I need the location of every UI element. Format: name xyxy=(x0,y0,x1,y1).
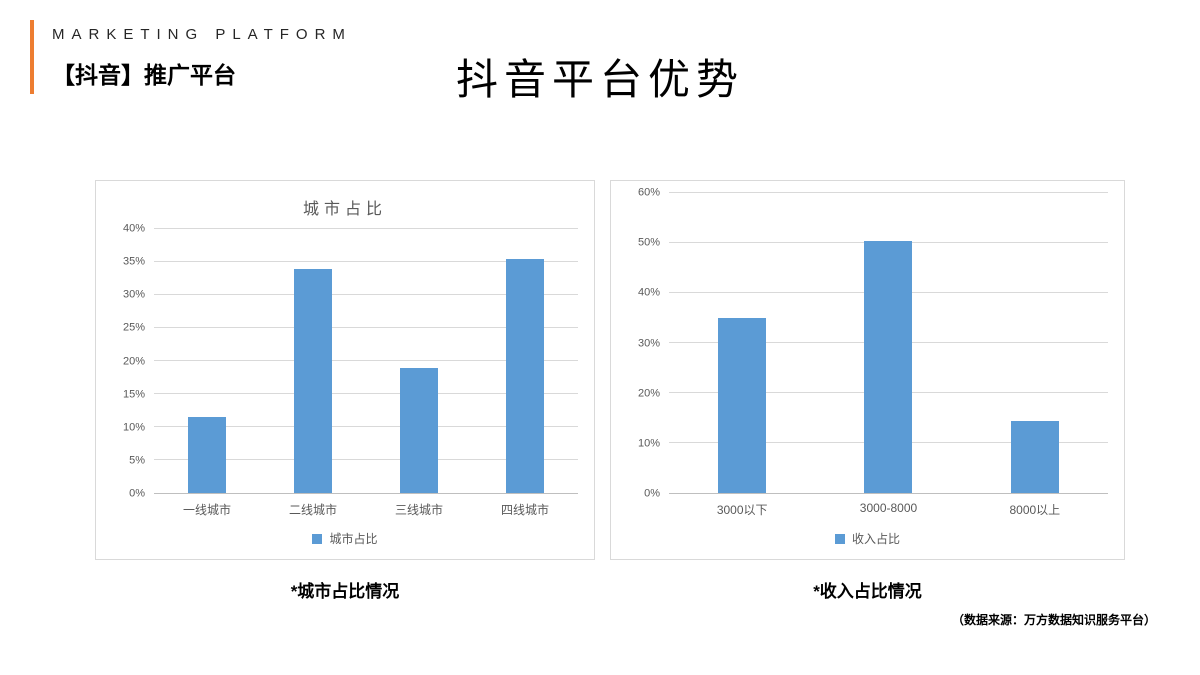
legend: 收入占比 xyxy=(627,518,1108,553)
bar-column xyxy=(366,229,472,493)
y-tick-label: 0% xyxy=(129,487,145,500)
bar-column xyxy=(260,229,366,493)
income-share-caption: *收入占比情况 xyxy=(813,582,922,601)
gridline xyxy=(154,228,578,229)
y-tick-label: 5% xyxy=(129,454,145,467)
x-axis: 一线城市 二线城市 三线城市 四线城市 xyxy=(154,494,578,518)
brand-title: 【抖音】推广平台 xyxy=(52,62,236,88)
y-axis: 0% 10% 20% 30% 40% 50% 60% xyxy=(627,187,669,499)
x-tick-label: 3000以下 xyxy=(716,503,768,517)
y-tick-label: 30% xyxy=(122,288,145,301)
y-tick-label: 10% xyxy=(637,437,660,450)
bar xyxy=(718,318,767,493)
bar xyxy=(864,240,913,493)
y-tick-label: 15% xyxy=(122,388,145,401)
bar-column xyxy=(962,193,1108,493)
y-tick-label: 20% xyxy=(122,355,145,367)
y-tick-label: 35% xyxy=(122,255,145,268)
bar-column xyxy=(154,229,260,493)
gridline xyxy=(154,360,578,361)
gridline xyxy=(154,327,578,328)
y-tick-label: 20% xyxy=(637,387,660,400)
gridline xyxy=(154,426,578,427)
bar-column xyxy=(815,193,961,493)
bar-column xyxy=(472,229,578,493)
y-tick-label: 25% xyxy=(122,321,145,334)
bar xyxy=(400,367,438,493)
plot xyxy=(154,228,578,494)
legend-swatch-icon xyxy=(834,533,845,544)
y-tick-label: 30% xyxy=(637,337,660,349)
legend: 城市占比 xyxy=(112,518,578,553)
bar xyxy=(188,417,226,493)
gridline xyxy=(154,261,578,262)
accent-bar xyxy=(30,20,34,94)
eyebrow-label: MARKETING PLATFORM xyxy=(52,26,352,43)
bar xyxy=(506,258,544,493)
y-tick-label: 50% xyxy=(637,236,660,249)
bar-column xyxy=(669,193,815,493)
gridline xyxy=(154,459,578,460)
income-share-chart: 0% 10% 20% 30% 40% 50% 60% 3000以下 3000-8000 8000以… xyxy=(610,180,1125,560)
bars xyxy=(154,229,578,493)
data-source-note: （数据来源：万方数据知识服务平台） xyxy=(951,613,1156,627)
chart-plot-area: 0% 10% 20% 30% 40% 50% 60% xyxy=(627,187,1108,499)
y-tick-label: 0% xyxy=(644,487,660,500)
y-tick-label: 60% xyxy=(637,186,660,199)
y-tick-label: 40% xyxy=(122,222,145,235)
x-tick-label: 一线城市 xyxy=(182,503,231,517)
x-axis: 3000以下 3000-8000 8000以上 xyxy=(669,494,1108,518)
legend-swatch-icon xyxy=(312,533,323,544)
chart-plot-area: 0% 5% 10% 15% 20% 25% 30% 35% 40% xyxy=(112,223,578,499)
city-share-caption: *城市占比情况 xyxy=(290,582,400,601)
legend-label: 城市占比 xyxy=(329,532,378,546)
x-tick-label: 3000-8000 xyxy=(859,501,918,515)
legend-label: 收入占比 xyxy=(851,532,900,546)
y-axis: 0% 5% 10% 15% 20% 25% 30% 35% 40% xyxy=(112,223,154,499)
city-share-chart: 城市占比 0% 5% 10% 15% 20% 25% 30% 35% 40% 一线城市 二线城市 三线城… xyxy=(95,180,595,560)
y-tick-label: 40% xyxy=(637,286,660,299)
charts-row: 城市占比 0% 5% 10% 15% 20% 25% 30% 35% 40% 一线城市 二线城市 三线城… xyxy=(95,180,1125,560)
x-tick-label: 四线城市 xyxy=(500,503,549,517)
page-title: 抖音平台优势 xyxy=(455,55,745,104)
x-tick-label: 三线城市 xyxy=(394,503,443,517)
gridline xyxy=(154,393,578,394)
bars xyxy=(669,193,1108,493)
y-tick-label: 10% xyxy=(122,421,145,434)
x-tick-label: 8000以上 xyxy=(1009,503,1061,517)
captions-row: *城市占比情况 *收入占比情况 xyxy=(95,577,1125,602)
gridline xyxy=(154,294,578,295)
chart-title: 城市占比 xyxy=(302,201,387,218)
bar xyxy=(1010,420,1059,493)
gridline xyxy=(669,192,1108,193)
x-tick-label: 二线城市 xyxy=(288,503,337,517)
bar xyxy=(294,268,332,493)
plot xyxy=(669,192,1108,494)
